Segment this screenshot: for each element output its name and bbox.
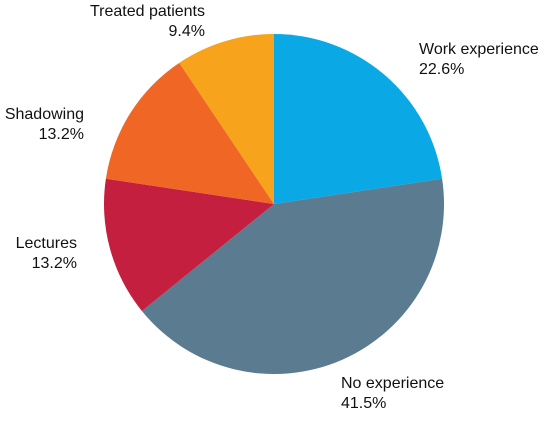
slice-label-no-experience: No experience <box>341 375 444 392</box>
slice-label-treated-patients: Treated patients <box>90 3 205 20</box>
slice-value-no-experience: 41.5% <box>341 395 386 412</box>
slice-treated-patients <box>179 34 274 204</box>
slice-no-experience <box>141 178 445 375</box>
pie-slices <box>103 34 445 375</box>
slice-value-work-experience: 22.6% <box>419 61 464 78</box>
slice-label-shadowing: Shadowing <box>5 106 84 123</box>
slice-value-lectures: 13.2% <box>32 255 77 272</box>
slice-labels: Work experience 22.6% No experience 41.5% Le… <box>5 3 539 412</box>
slice-lectures <box>103 178 274 312</box>
slice-work-experience <box>274 34 443 204</box>
slice-label-lectures: Lectures <box>16 235 77 252</box>
slice-label-work-experience: Work experience <box>419 41 539 58</box>
slice-value-shadowing: 13.2% <box>39 126 84 143</box>
slice-value-treated-patients: 9.4% <box>169 23 205 40</box>
slice-shadowing <box>105 62 274 204</box>
